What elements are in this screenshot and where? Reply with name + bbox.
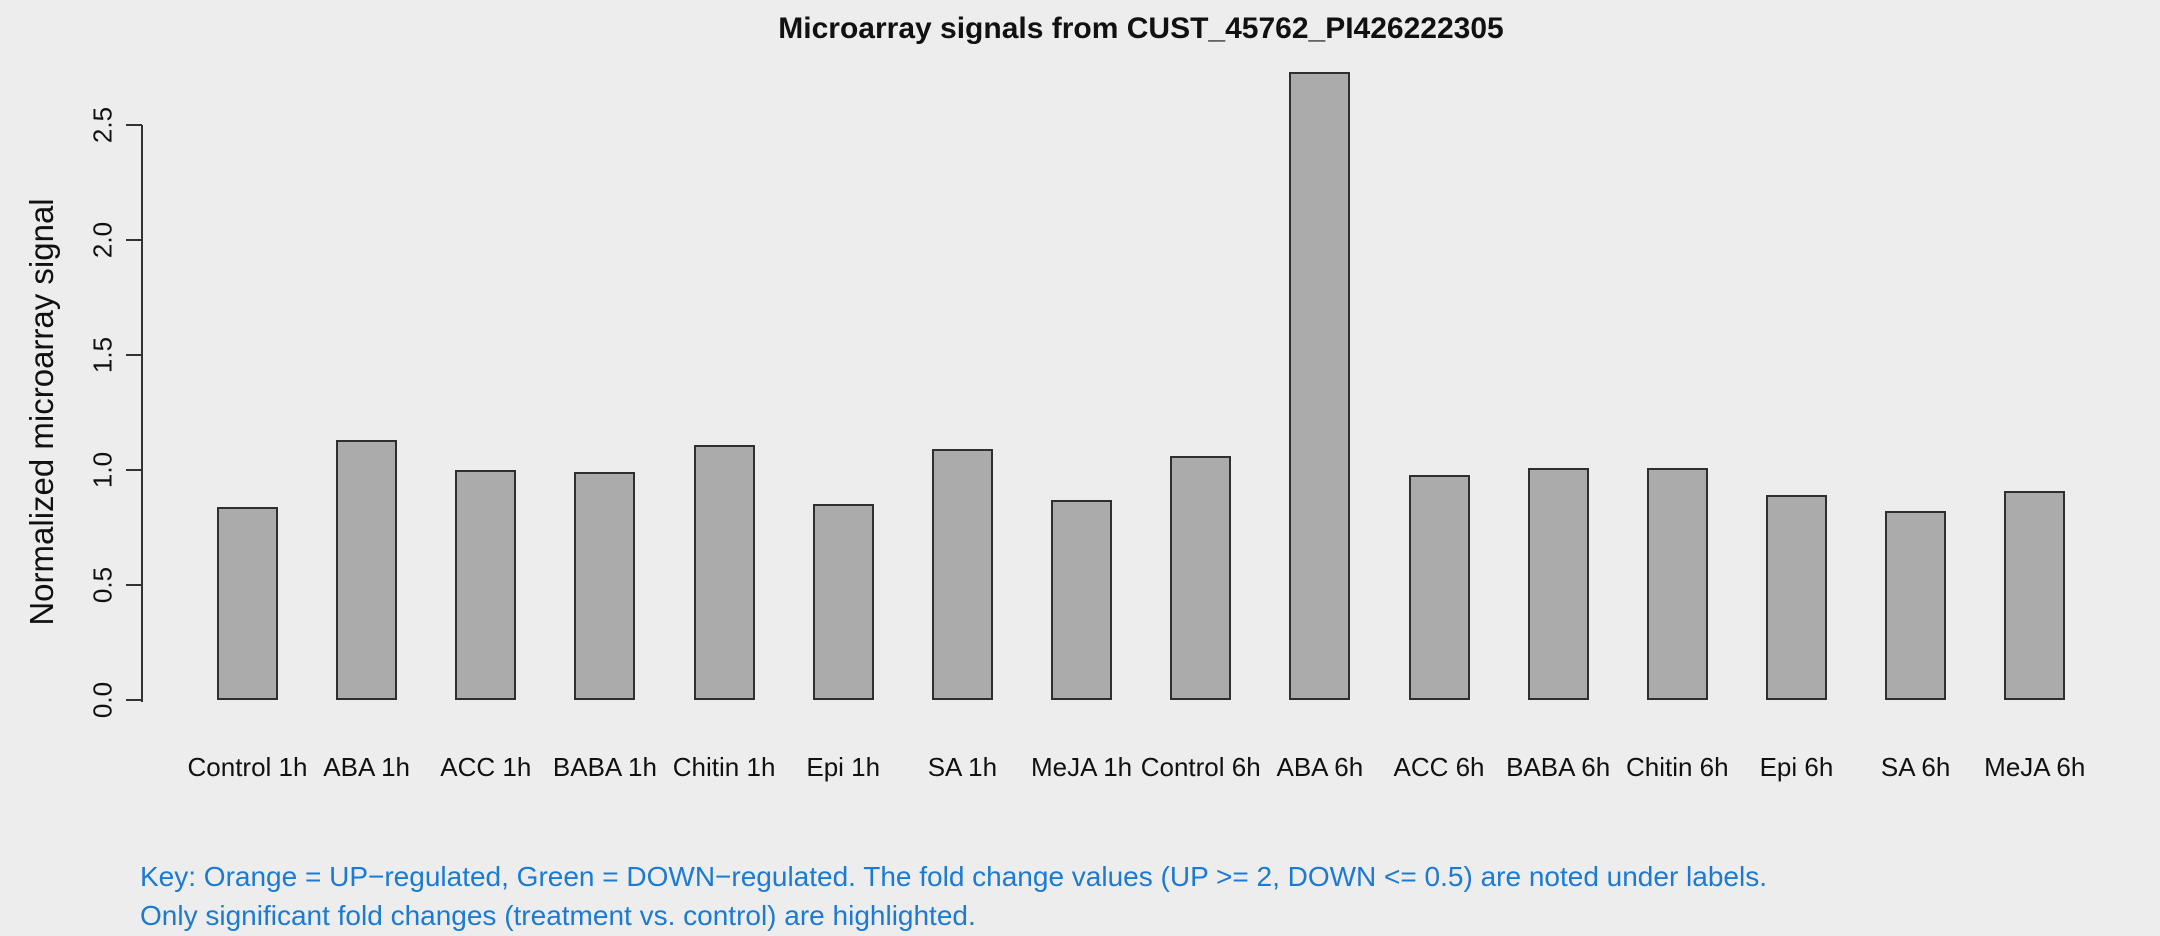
y-tick-label: 2.0 <box>87 221 118 259</box>
bar-control-6h <box>1170 456 1231 700</box>
x-tick-label: ACC 1h <box>440 752 532 782</box>
x-tick-label: Chitin 6h <box>1625 752 1729 782</box>
y-tick-label: 1.5 <box>87 336 118 374</box>
y-axis-line <box>141 125 143 702</box>
bar-sa-6h <box>1885 511 1946 700</box>
bar-meja-6h <box>2004 491 2065 700</box>
chart-title: Microarray signals from CUST_45762_PI426… <box>778 12 1504 45</box>
bar-epi-6h <box>1766 495 1827 700</box>
x-tick-label: Control 6h <box>1140 752 1261 782</box>
x-tick-label: Epi 1h <box>806 752 881 782</box>
x-tick-label: MeJA 1h <box>1030 752 1133 782</box>
y-tick-mark <box>126 469 142 471</box>
x-tick-label: BABA 6h <box>1506 752 1611 782</box>
bar-chitin-1h <box>694 445 755 700</box>
x-tick-label: Control 1h <box>187 752 308 782</box>
bar-sa-1h <box>932 449 993 700</box>
y-tick-mark <box>126 699 142 701</box>
bar-acc-6h <box>1409 475 1470 700</box>
bar-acc-1h <box>455 470 516 700</box>
x-tick-label: ABA 6h <box>1276 752 1364 782</box>
x-tick-label: Epi 6h <box>1759 752 1834 782</box>
bar-aba-6h <box>1289 72 1350 700</box>
y-tick-label: 0.5 <box>87 566 118 604</box>
y-tick-label: 2.5 <box>87 106 118 144</box>
bar-aba-1h <box>336 440 397 700</box>
key-footnote-line-1: Key: Orange = UP−regulated, Green = DOWN… <box>140 861 1767 892</box>
x-tick-label: Chitin 1h <box>672 752 776 782</box>
y-tick-label: 0.0 <box>87 681 118 719</box>
bar-epi-1h <box>813 504 874 700</box>
bar-baba-1h <box>574 472 635 700</box>
x-tick-label: ABA 1h <box>323 752 411 782</box>
y-axis-title: Normalized microarray signal <box>23 198 60 626</box>
x-tick-label: SA 6h <box>1880 752 1951 782</box>
x-tick-label: BABA 1h <box>552 752 657 782</box>
x-tick-label: SA 1h <box>927 752 998 782</box>
bar-chitin-6h <box>1647 468 1708 700</box>
y-tick-mark <box>126 584 142 586</box>
x-tick-label: ACC 6h <box>1393 752 1485 782</box>
x-tick-label: MeJA 6h <box>1984 752 2086 782</box>
y-tick-mark <box>126 354 142 356</box>
bar-meja-1h <box>1051 500 1112 700</box>
key-footnote-line-2: Only significant fold changes (treatment… <box>140 900 976 931</box>
y-tick-mark <box>126 124 142 126</box>
bar-control-1h <box>217 507 278 700</box>
bar-baba-6h <box>1528 468 1589 700</box>
y-tick-mark <box>126 239 142 241</box>
y-tick-label: 1.0 <box>87 451 118 489</box>
